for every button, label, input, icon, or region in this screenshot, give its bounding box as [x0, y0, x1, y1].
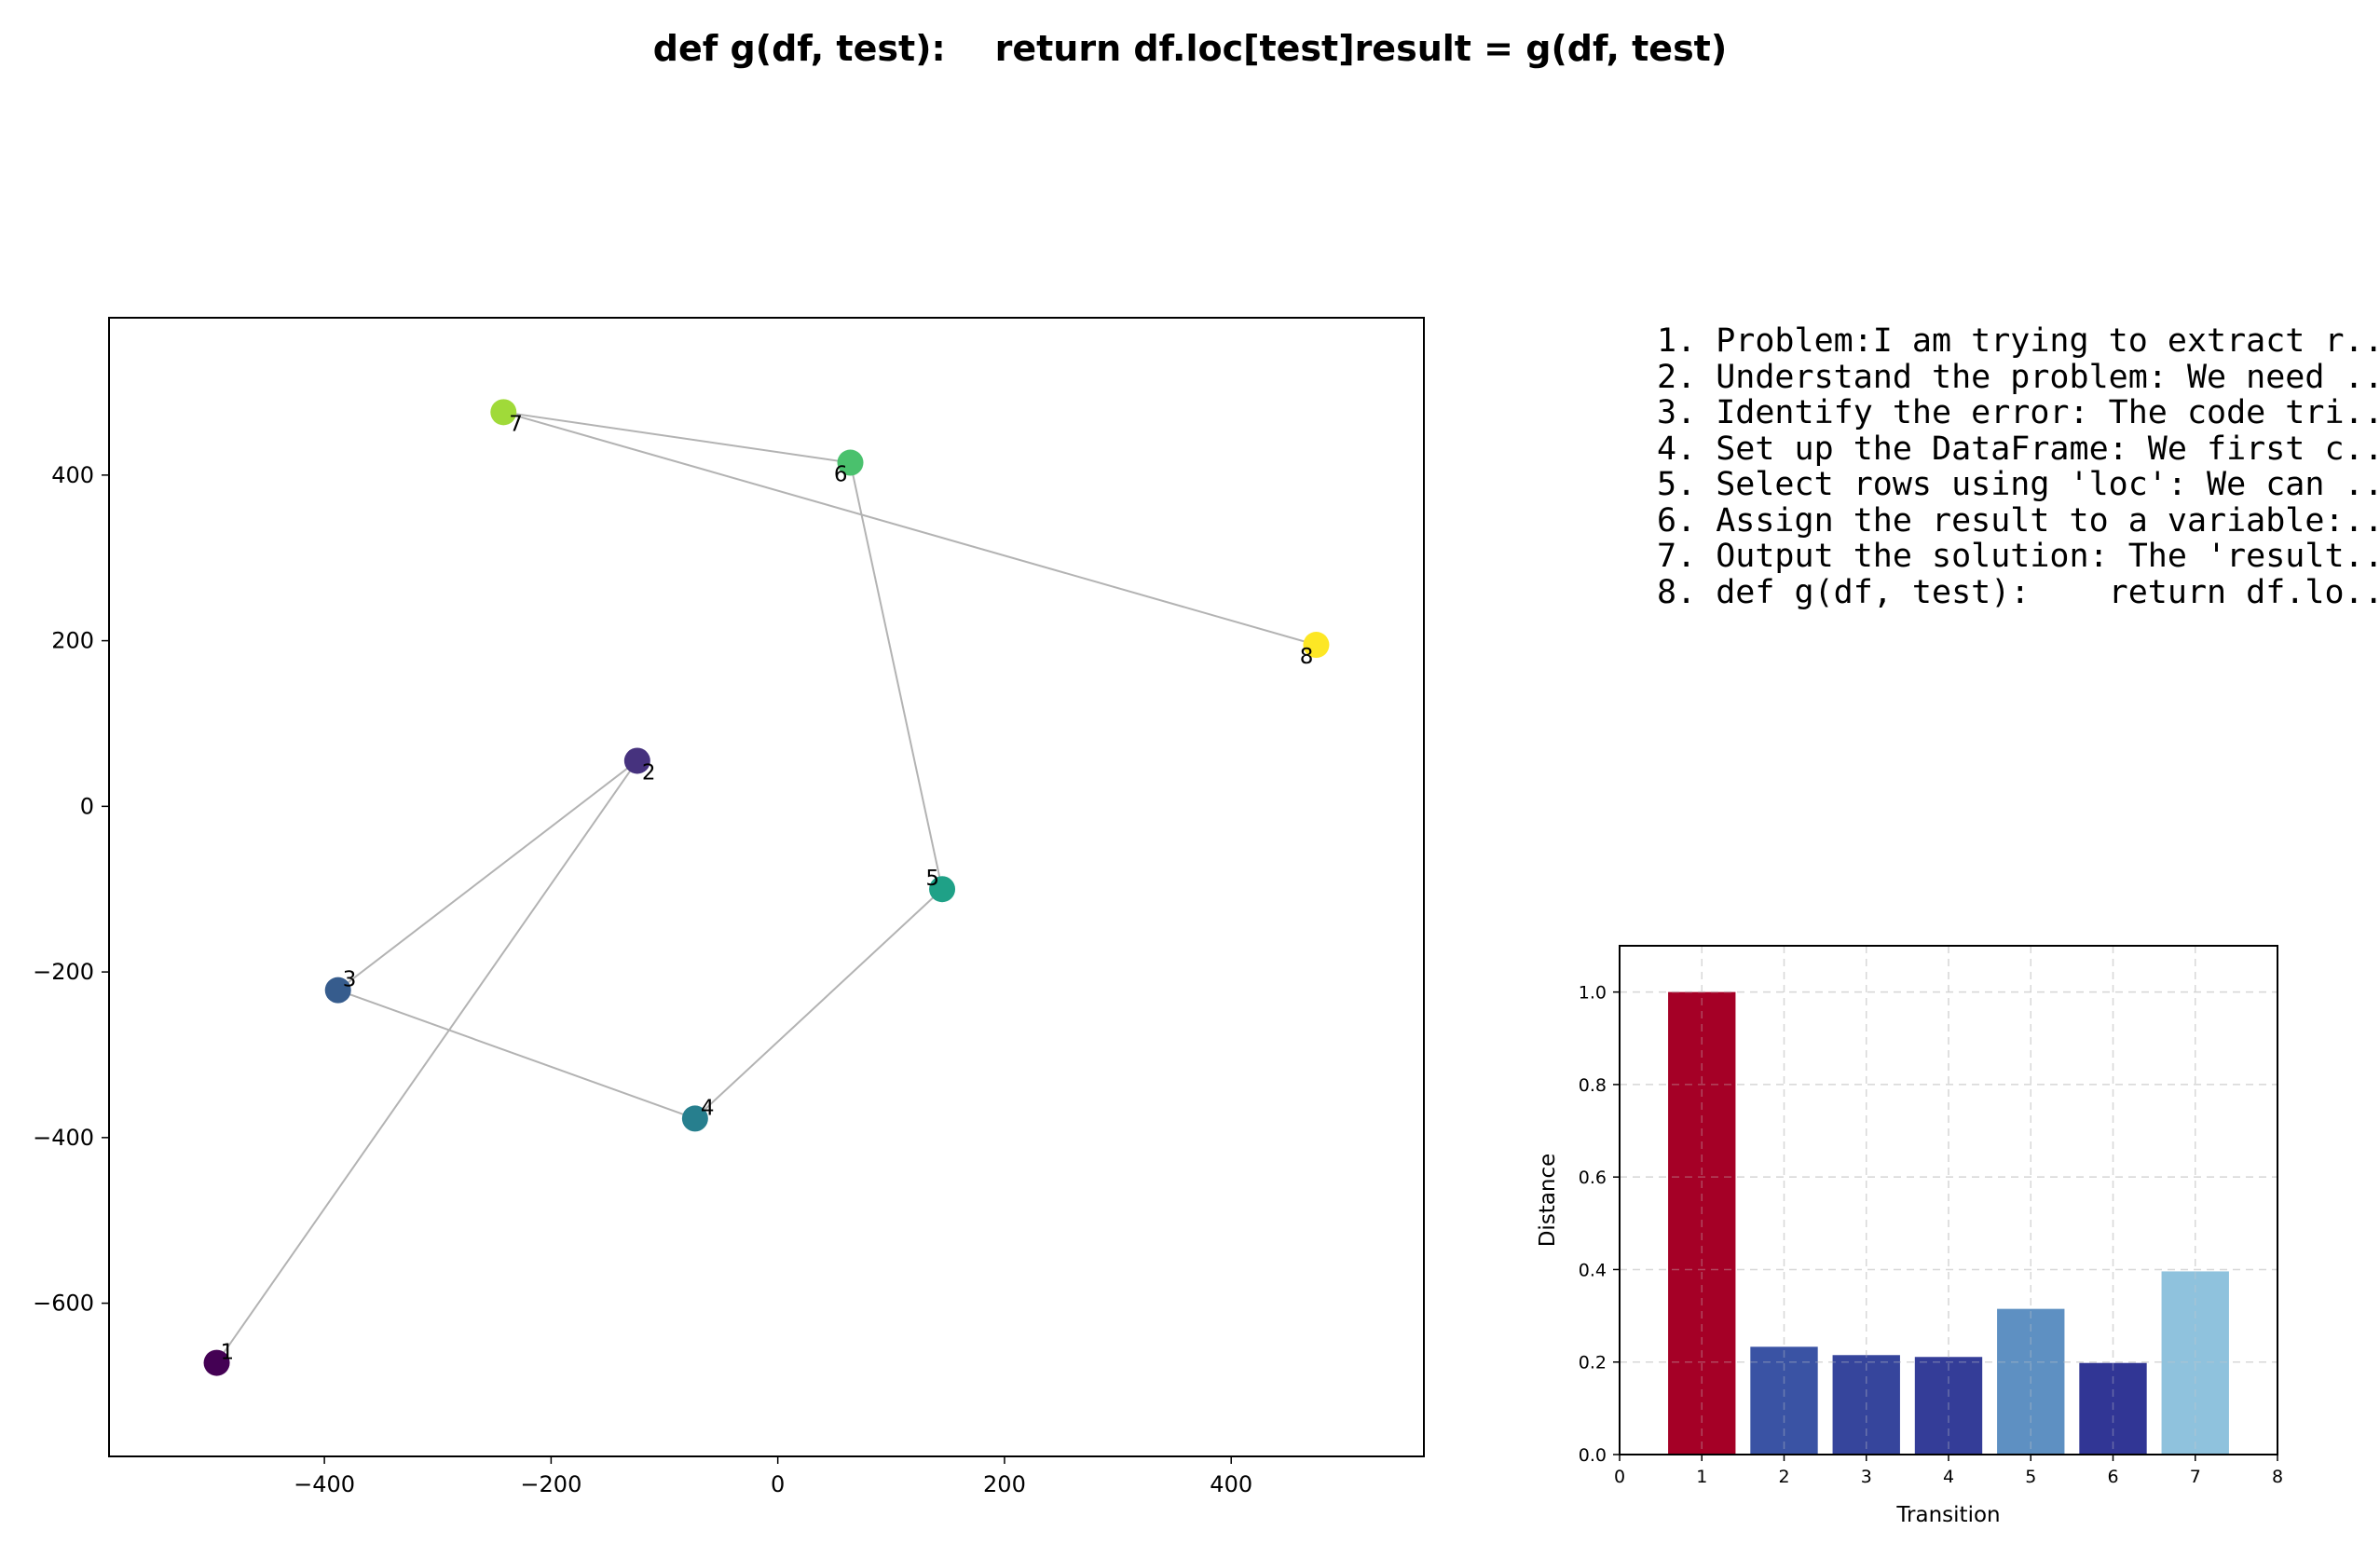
bar-x-tick-label: 8 — [2272, 1467, 2283, 1487]
step-item: 4. Set up the DataFrame: We first c... — [1657, 430, 2380, 468]
point-label: 6 — [834, 463, 848, 487]
step-item: 5. Select rows using 'loc': We can ... — [1657, 466, 2380, 503]
bar-x-tick-label: 4 — [1943, 1467, 1954, 1487]
y-tick-label: −400 — [33, 1125, 94, 1151]
bar-x-tick-label: 5 — [2025, 1467, 2036, 1487]
x-tick-label: 0 — [771, 1471, 785, 1497]
y-tick-label: −200 — [33, 959, 94, 985]
y-tick-label: 0 — [80, 793, 94, 819]
x-tick-label: −400 — [294, 1471, 355, 1497]
page-title: def g(df, test): return df.loc[test]resu… — [652, 28, 1728, 69]
bar-y-tick-label: 0.6 — [1579, 1168, 1607, 1188]
bar — [1668, 991, 1736, 1455]
step-item: 3. Identify the error: The code tri... — [1657, 394, 2380, 431]
bar-y-axis-label: Distance — [1536, 1154, 1560, 1248]
point-label: 2 — [642, 760, 656, 785]
steps-list: 1. Problem:I am trying to extract r... 2.… — [1657, 323, 2380, 610]
path-segment — [849, 462, 944, 890]
y-tick-label: −600 — [33, 1291, 94, 1317]
bar-x-tick-label: 0 — [1614, 1467, 1625, 1487]
path-segment — [694, 888, 943, 1120]
bar-x-tick-label: 1 — [1696, 1467, 1707, 1487]
path-segment — [337, 989, 696, 1120]
bar-x-tick-label: 7 — [2190, 1467, 2201, 1487]
x-tick-label: −200 — [520, 1471, 581, 1497]
bar — [1914, 1357, 1983, 1455]
scatter-point — [490, 399, 517, 426]
bar-y-tick-label: 0.4 — [1579, 1260, 1607, 1280]
scatter-point — [837, 449, 864, 476]
bar — [2079, 1362, 2147, 1455]
step-item: 6. Assign the result to a variable:... — [1657, 501, 2380, 540]
point-label: 3 — [343, 968, 357, 992]
step-item: 7. Output the solution: The 'result... — [1657, 538, 2380, 575]
bar-x-tick-label: 3 — [1861, 1467, 1872, 1487]
scatter-point — [1303, 632, 1330, 659]
path-segment — [337, 759, 638, 991]
bar-x-axis-label: Transition — [1895, 1503, 2000, 1527]
scatter-point — [324, 977, 351, 1004]
bar-y-tick-label: 0.0 — [1579, 1445, 1607, 1466]
point-label: 5 — [925, 867, 939, 891]
step-item: 2. Understand the problem: We need ... — [1657, 358, 2380, 396]
scatter-point — [929, 876, 956, 903]
step-item: 1. Problem:I am trying to extract r... — [1657, 322, 2380, 360]
y-tick-label: 200 — [51, 628, 94, 654]
step-item: 8. def g(df, test): return df.lo... — [1657, 573, 2380, 611]
bar-y-tick-label: 1.0 — [1579, 983, 1607, 1004]
point-label: 1 — [221, 1341, 235, 1365]
scatter-point — [623, 747, 650, 774]
x-tick-label: 400 — [1210, 1471, 1252, 1497]
bar-y-tick-label: 0.8 — [1579, 1075, 1607, 1096]
point-label: 4 — [701, 1096, 715, 1120]
path-segment — [215, 759, 638, 1364]
x-tick-label: 200 — [983, 1471, 1026, 1497]
bar — [1997, 1308, 2065, 1455]
path-segment — [503, 411, 1317, 647]
point-label: 8 — [1300, 645, 1314, 669]
scatter-frame — [108, 317, 1425, 1457]
scatter-point — [681, 1105, 708, 1132]
point-label: 7 — [509, 412, 523, 436]
bar-x-tick-label: 6 — [2107, 1467, 2118, 1487]
y-tick-label: 400 — [51, 462, 94, 488]
bar — [2161, 1271, 2229, 1455]
scatter-point — [203, 1349, 230, 1376]
bar — [1750, 1346, 1818, 1455]
bar — [1832, 1355, 1900, 1455]
bar-x-tick-label: 2 — [1778, 1467, 1789, 1487]
bar-y-tick-label: 0.2 — [1579, 1353, 1607, 1373]
path-segment — [503, 411, 851, 464]
